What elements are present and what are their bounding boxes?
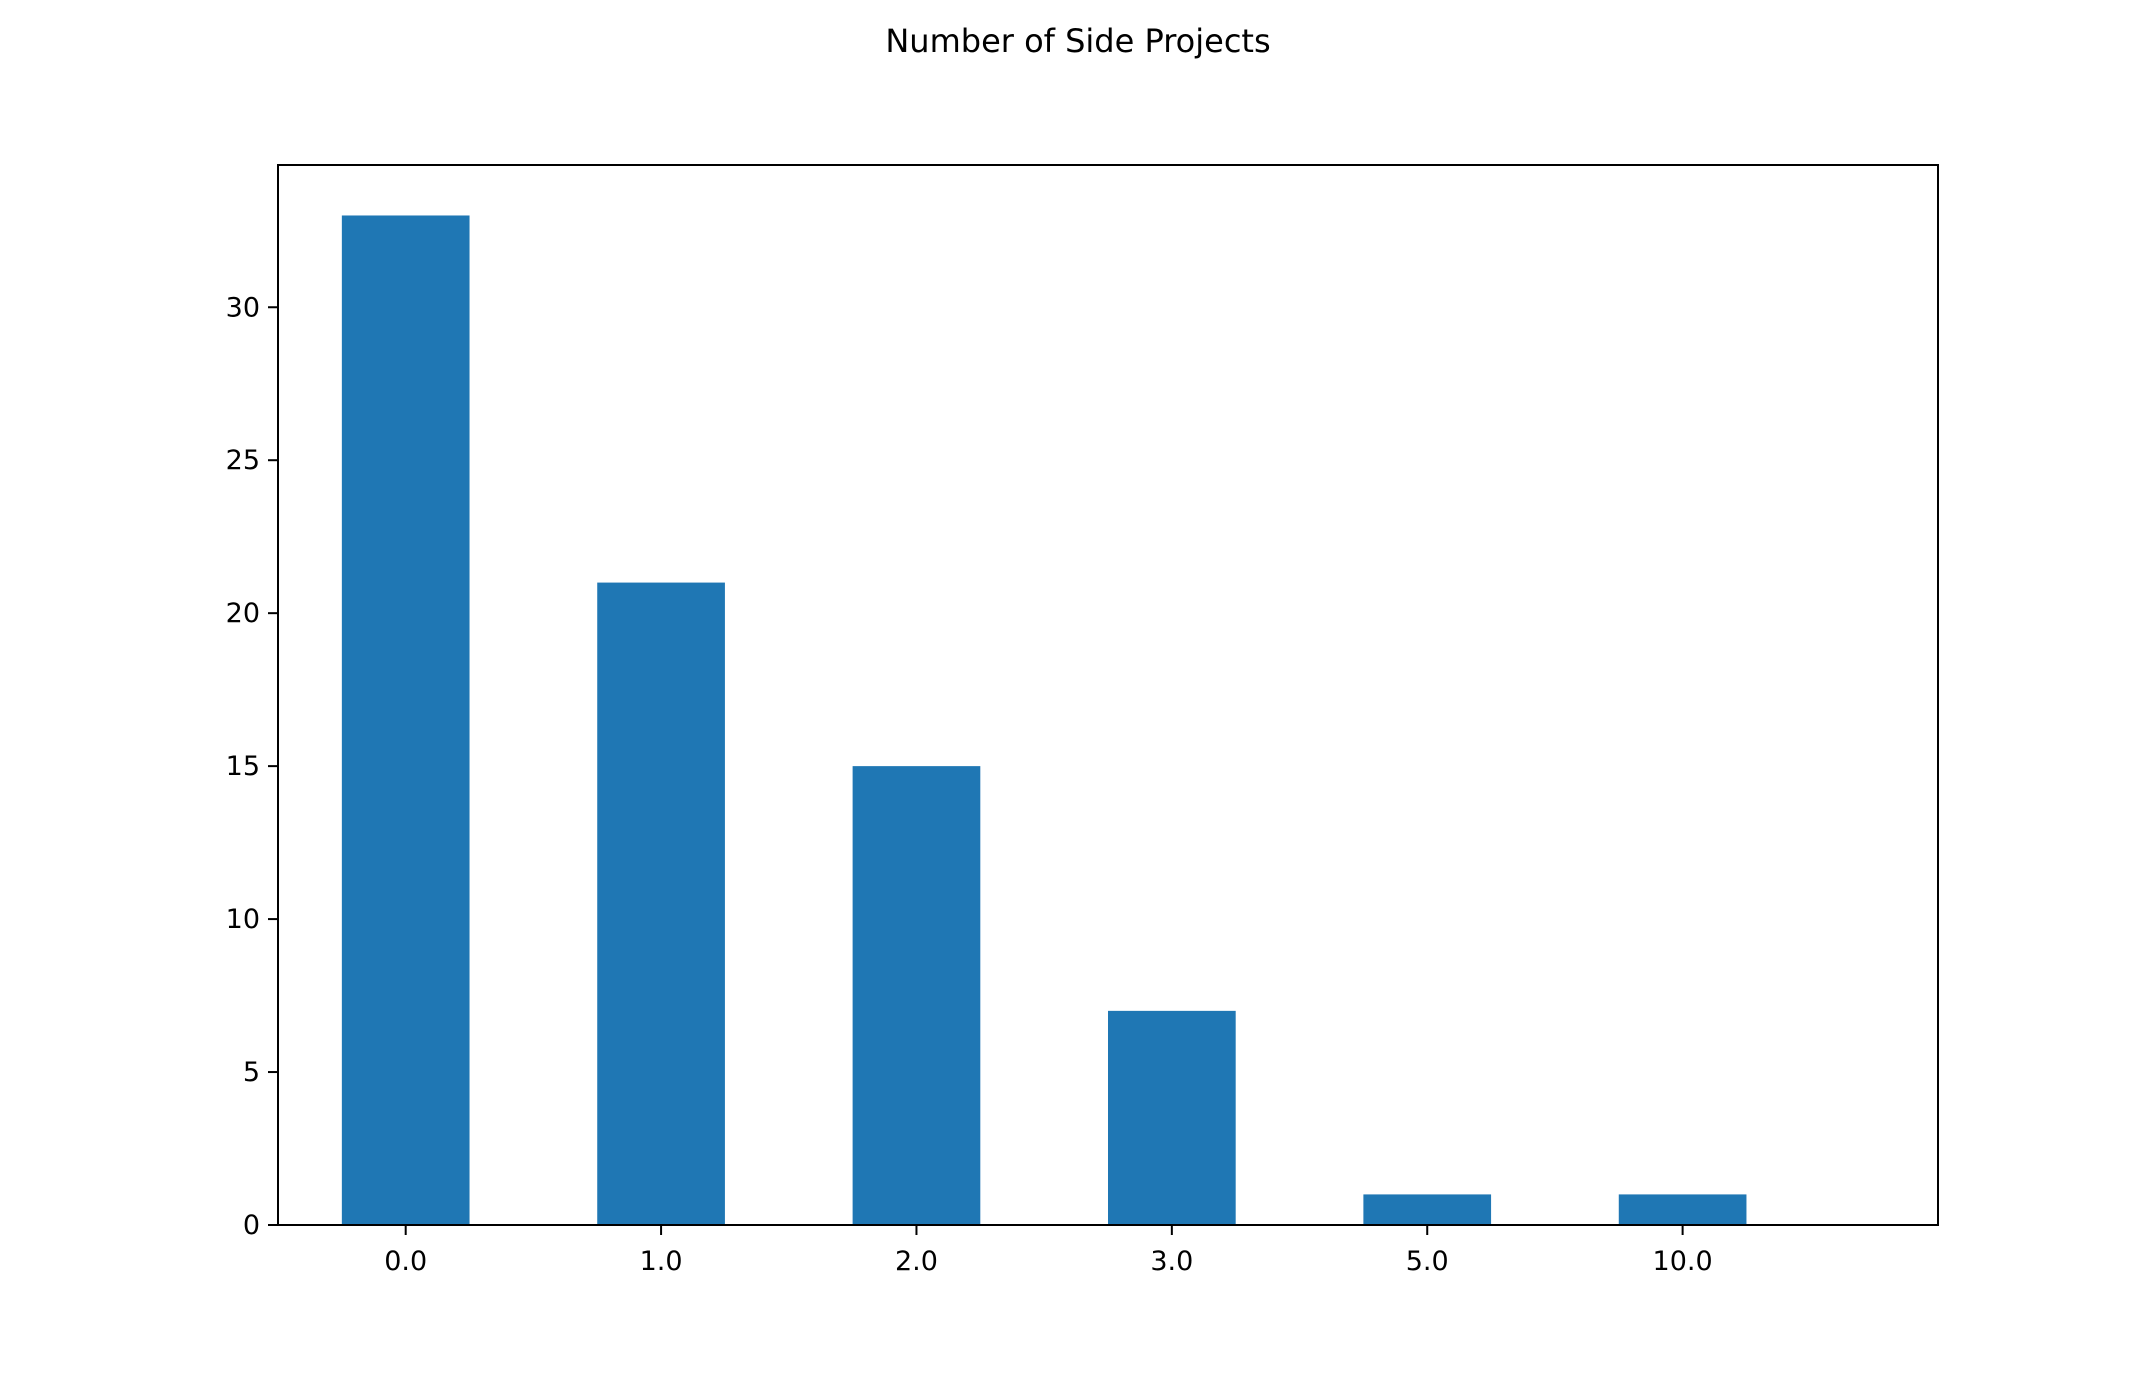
y-tick-label: 15 xyxy=(226,751,260,782)
x-tick-label: 2.0 xyxy=(895,1246,938,1277)
chart-title: Number of Side Projects xyxy=(885,22,1270,60)
y-tick-label: 20 xyxy=(226,598,260,629)
y-axis: 0 5 10 15 20 25 30 xyxy=(226,292,278,1241)
plot-frame xyxy=(277,164,1939,1226)
y-tick-label: 30 xyxy=(226,292,260,323)
bar-10.0 xyxy=(1618,1194,1747,1225)
y-tick-label: 10 xyxy=(226,904,260,935)
bar-5.0 xyxy=(1363,1194,1492,1225)
bars-group xyxy=(341,215,1747,1225)
bar-3.0 xyxy=(1108,1010,1236,1225)
x-tick-label: 3.0 xyxy=(1150,1246,1193,1277)
x-tick-label: 5.0 xyxy=(1406,1246,1449,1277)
y-tick-label: 5 xyxy=(243,1057,260,1088)
x-tick-label: 1.0 xyxy=(640,1246,683,1277)
bar-2.0 xyxy=(852,766,981,1225)
x-tick-label: 10.0 xyxy=(1653,1246,1713,1277)
bar-1.0 xyxy=(597,582,725,1225)
y-tick-label: 25 xyxy=(226,445,260,476)
x-axis: 0.0 1.0 2.0 3.0 5.0 10.0 xyxy=(384,1225,1713,1277)
bar-0.0 xyxy=(341,215,470,1225)
x-tick-label: 0.0 xyxy=(384,1246,427,1277)
y-tick-label: 0 xyxy=(243,1210,260,1241)
